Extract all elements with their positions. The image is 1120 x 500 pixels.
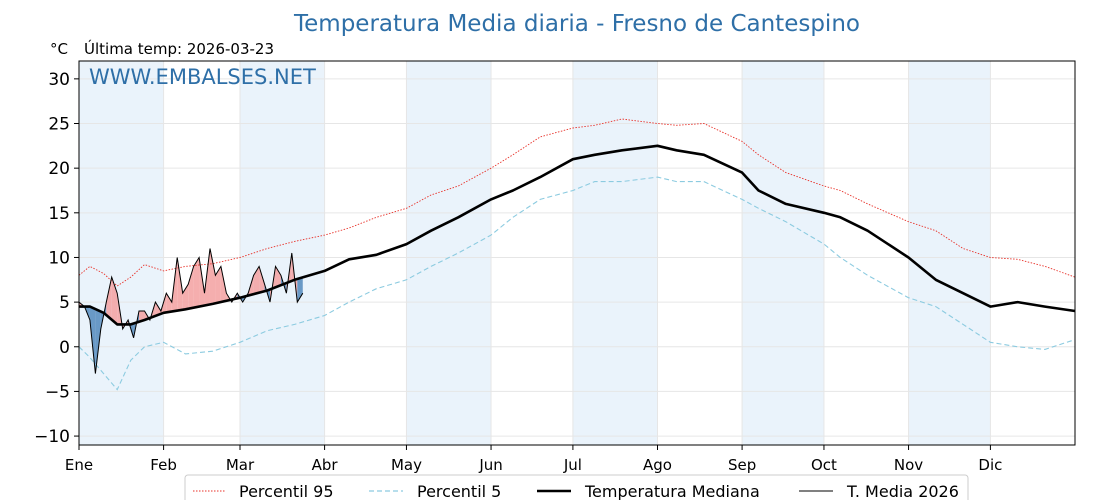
y-tick-label: 25 xyxy=(48,115,70,135)
fill-above-median xyxy=(182,284,189,310)
y-tick-label: −10 xyxy=(34,427,70,447)
series-line-median xyxy=(79,144,1076,326)
y-tick-label: −5 xyxy=(45,382,70,402)
fill-above-median xyxy=(199,257,205,307)
series-lines xyxy=(78,118,1076,391)
fill-above-median xyxy=(177,257,183,311)
y-tick-label: 0 xyxy=(59,338,70,358)
fill-above-median xyxy=(155,302,161,316)
legend-label-current: T. Media 2026 xyxy=(846,482,959,500)
chart-title: Temperatura Media diaria - Fresno de Can… xyxy=(293,11,860,37)
fill-above-median xyxy=(166,293,172,313)
fill-below-median xyxy=(95,309,101,374)
x-tick-label-ene: Ene xyxy=(65,456,93,474)
series-line-2026 xyxy=(78,248,304,374)
legend-label-p95: Percentil 95 xyxy=(239,482,334,500)
last-update-label: Última temp: 2026-03-23 xyxy=(84,39,274,58)
y-tick-label: 10 xyxy=(48,248,70,268)
y-tick-label: 20 xyxy=(48,159,70,179)
month-band-sep xyxy=(742,61,824,445)
x-tick-label-mar: Mar xyxy=(226,456,255,474)
fill-above-median xyxy=(215,266,221,304)
legend-label-p5: Percentil 5 xyxy=(417,482,501,500)
x-tick-label-ago: Ago xyxy=(643,456,672,474)
x-tick-label-oct: Oct xyxy=(811,456,837,474)
plot-frame xyxy=(78,60,1076,446)
y-unit-label: °C xyxy=(50,40,68,58)
x-tick-label-dic: Dic xyxy=(978,456,1002,474)
x-tick-label-abr: Abr xyxy=(312,456,339,474)
x-tick-label-jun: Jun xyxy=(478,456,502,474)
y-tick-label: 30 xyxy=(48,70,70,90)
fill-above-median xyxy=(106,277,112,320)
month-bands xyxy=(79,61,991,445)
x-tick-label-jul: Jul xyxy=(563,456,582,474)
fill-above-median xyxy=(111,277,118,325)
x-tick-label-nov: Nov xyxy=(894,456,923,474)
month-band-mar xyxy=(239,61,325,445)
month-band-ene xyxy=(79,61,164,445)
y-tick-label: 15 xyxy=(48,204,70,224)
y-axis-ticks: −10 −5 0 5 10 15 20 25 30 xyxy=(34,70,79,447)
fill-above-median xyxy=(193,257,200,308)
x-axis-ticks: Ene Feb Mar Abr May Jun Jul Ago Sep Oct Nov Dic xyxy=(65,445,1002,474)
x-tick-label-may: May xyxy=(391,456,422,474)
series-line-p5 xyxy=(78,176,1076,391)
legend-label-median: Temperatura Mediana xyxy=(584,482,760,500)
legend-box xyxy=(184,474,969,500)
y-tick-label: 5 xyxy=(59,293,70,313)
fill-above-median xyxy=(188,266,194,309)
fill-above-median xyxy=(209,248,216,305)
x-tick-label-sep: Sep xyxy=(728,456,756,474)
watermark: WWW.EMBALSES.NET xyxy=(89,65,316,89)
legend: Percentil 95 Percentil 5 Temperatura Med… xyxy=(184,474,969,500)
fill-above-median xyxy=(259,266,265,293)
fill-above-median xyxy=(275,266,281,288)
month-band-nov xyxy=(908,61,991,445)
fill-below-median xyxy=(297,277,303,303)
month-band-may xyxy=(406,61,492,445)
x-tick-label-feb: Feb xyxy=(150,456,177,474)
month-band-jul xyxy=(572,61,658,445)
series-line-p95 xyxy=(78,118,1076,287)
